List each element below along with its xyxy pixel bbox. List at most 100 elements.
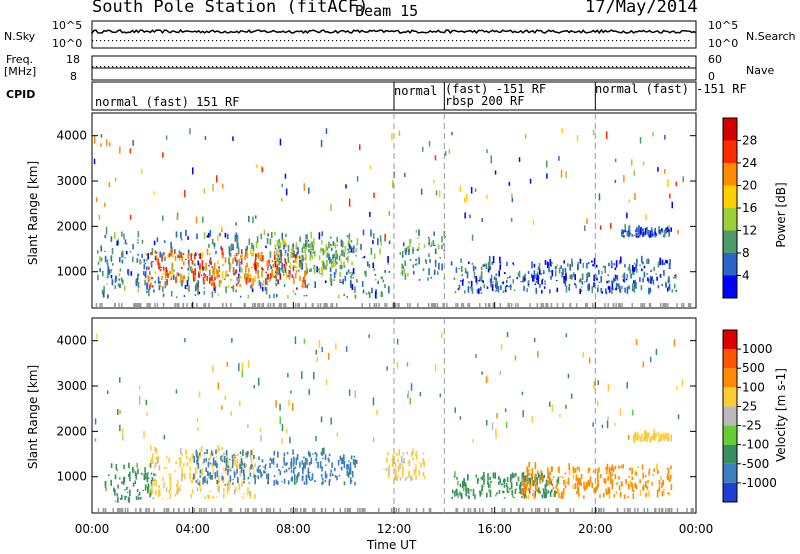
scatter-cell xyxy=(564,267,567,273)
scatter-cell xyxy=(243,473,246,480)
scatter-cell xyxy=(533,480,535,487)
scatter-cell xyxy=(203,287,205,289)
scatter-cell xyxy=(108,268,111,275)
scatter-cell xyxy=(251,448,254,456)
scatter-cell xyxy=(170,278,172,280)
scatter-cell xyxy=(652,131,654,137)
scatter-cell xyxy=(252,277,254,285)
scatter-cell xyxy=(100,246,103,252)
scatter-cell xyxy=(510,481,513,486)
ground-scatter-cell xyxy=(135,303,137,307)
scatter-cell xyxy=(119,283,121,289)
scatter-cell xyxy=(648,470,650,476)
scatter-cell xyxy=(148,489,151,494)
scatter-cell xyxy=(545,479,548,487)
scatter-cell xyxy=(330,247,333,251)
scatter-cell xyxy=(222,454,224,463)
scatter-cell xyxy=(459,491,461,496)
scatter-cell xyxy=(407,273,409,277)
ground-scatter-cell xyxy=(646,508,649,512)
scatter-cell xyxy=(577,489,579,492)
scatter-cell xyxy=(381,292,383,298)
scatter-cell xyxy=(538,487,540,494)
nsearch-dot xyxy=(148,40,150,42)
scatter-cell xyxy=(227,284,230,289)
xtick-label: 00:00 xyxy=(75,522,110,536)
scatter-cell xyxy=(316,356,318,363)
scatter-cell xyxy=(167,497,169,499)
scatter-cell xyxy=(143,264,146,270)
nsearch-dot xyxy=(192,40,194,42)
scatter-cell xyxy=(599,225,602,230)
scatter-cell xyxy=(169,476,171,484)
ground-scatter-cell xyxy=(595,508,597,512)
scatter-cell xyxy=(491,422,494,430)
scatter-cell xyxy=(543,286,546,289)
ground-scatter-cell xyxy=(432,303,434,307)
nsearch-dot xyxy=(196,40,198,42)
scatter-cell xyxy=(642,361,645,368)
scatter-cell xyxy=(161,252,164,255)
scatter-cell xyxy=(642,277,644,283)
scatter-cell xyxy=(405,477,407,481)
ground-scatter-cell xyxy=(473,508,476,512)
scatter-cell xyxy=(529,178,532,184)
scatter-cell xyxy=(615,287,617,291)
ground-scatter-cell xyxy=(167,508,170,512)
scatter-cell xyxy=(114,231,116,239)
scatter-cell xyxy=(229,483,232,485)
scatter-cell xyxy=(475,354,477,358)
scatter-cell xyxy=(502,281,504,285)
scatter-cell xyxy=(368,263,371,268)
scatter-cell xyxy=(540,470,542,473)
scatter-cell xyxy=(153,191,155,195)
scatter-cell xyxy=(527,280,530,284)
nave-dot xyxy=(108,66,110,68)
scatter-cell xyxy=(415,258,417,262)
scatter-cell xyxy=(267,478,269,485)
ground-scatter-cell xyxy=(408,508,411,512)
scatter-cell xyxy=(265,463,267,466)
scatter-cell xyxy=(409,240,411,247)
scatter-cell xyxy=(391,133,393,141)
scatter-cell xyxy=(600,270,603,272)
scatter-cell xyxy=(456,488,458,496)
scatter-cell xyxy=(232,247,234,251)
scatter-cell xyxy=(293,467,295,474)
nsearch-dot xyxy=(124,40,126,42)
scatter-cell xyxy=(167,254,169,259)
scatter-cell xyxy=(209,257,212,261)
ground-scatter-cell xyxy=(681,303,683,307)
nsearch-dot xyxy=(156,40,158,42)
scatter-cell xyxy=(266,238,269,245)
scatter-cell xyxy=(256,236,259,243)
scatter-cell xyxy=(175,231,178,238)
scatter-cell xyxy=(229,482,231,484)
scatter-cell xyxy=(138,492,141,496)
scatter-cell xyxy=(586,262,588,269)
scatter-cell xyxy=(324,479,327,483)
scatter-cell xyxy=(100,143,102,147)
nsearch-dot xyxy=(348,40,350,42)
scatter-cell xyxy=(641,433,643,439)
scatter-cell xyxy=(339,455,342,461)
x-axis-ticks: 00:00 04:00 08:00 12:00 16:00 20:00 00:00 xyxy=(75,302,713,536)
ground-scatter-cell xyxy=(686,508,688,512)
scatter-cell xyxy=(546,173,548,179)
scatter-cell xyxy=(202,276,205,281)
scatter-cell xyxy=(292,243,294,250)
scatter-cell xyxy=(169,253,171,255)
scatter-cell xyxy=(309,244,312,252)
scatter-cell xyxy=(138,496,140,500)
colorbar-swatch xyxy=(723,387,737,407)
scatter-cell xyxy=(612,467,614,473)
scatter-cell xyxy=(303,338,306,344)
scatter-cell xyxy=(341,281,343,283)
scatter-cell xyxy=(428,241,430,246)
scatter-cell xyxy=(353,251,356,252)
nsearch-dot xyxy=(624,40,626,42)
scatter-cell xyxy=(615,491,618,494)
nsearch-dot xyxy=(372,40,374,42)
scatter-cell xyxy=(239,265,241,273)
scatter-cell xyxy=(631,476,633,480)
